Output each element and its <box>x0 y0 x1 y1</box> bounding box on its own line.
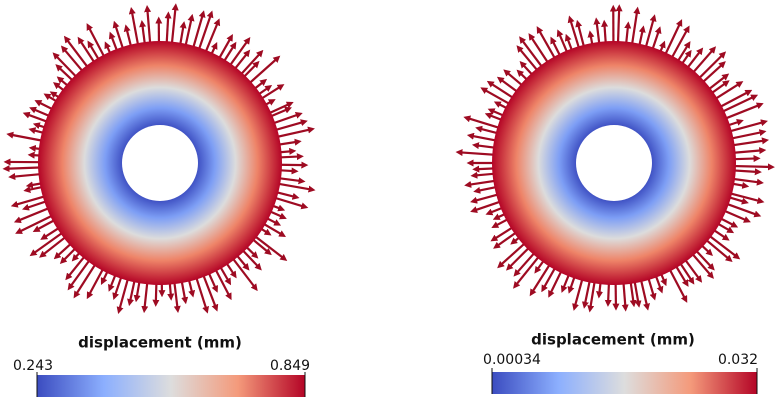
ring-body <box>38 41 282 285</box>
ring-hole <box>576 125 652 201</box>
panel: displacement (mm) 0.00034 0.032 <box>459 8 771 394</box>
displacement-field <box>6 7 312 311</box>
ring-body <box>492 41 736 285</box>
colorbar-title: displacement (mm) <box>78 334 242 352</box>
colorbar <box>37 375 305 397</box>
colorbar <box>492 372 757 394</box>
colorbar-min: 0.00034 <box>483 352 541 368</box>
panel: displacement (mm) 0.243 0.849 <box>6 7 312 397</box>
screenshot: displacement (mm) 0.243 0.849 displaceme… <box>0 0 782 403</box>
colorbar-title: displacement (mm) <box>531 331 695 349</box>
colorbar-max: 0.849 <box>270 358 310 374</box>
displacement-field <box>459 8 771 309</box>
colorbar-min: 0.243 <box>13 358 53 374</box>
ring-hole <box>122 125 198 201</box>
colorbar-max: 0.032 <box>718 352 758 368</box>
